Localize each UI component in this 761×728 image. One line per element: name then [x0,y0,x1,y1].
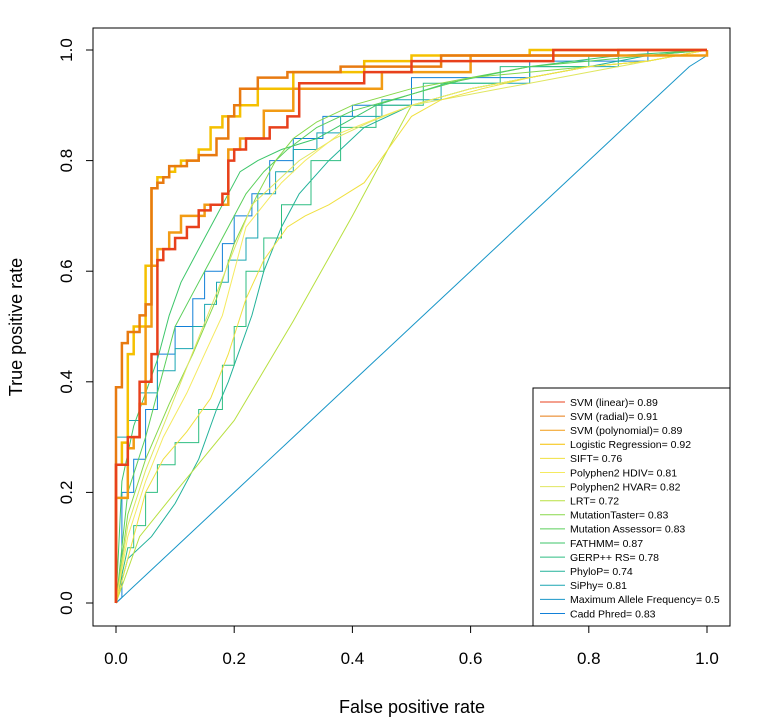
legend-label-14: Maximum Allele Frequency= 0.5 [570,594,720,606]
x-tick-label: 0.8 [577,649,601,668]
legend-box [532,387,731,627]
legend: SVM (linear)= 0.89 SVM (radial)= 0.91 SVM … [532,387,731,627]
legend-label-3: Logistic Regression= 0.92 [570,439,691,451]
series-line-6 [115,49,708,604]
x-axis-title: False positive rate [339,697,485,717]
y-tick-label: 0.0 [57,591,76,615]
series-line-11 [115,50,708,604]
series-line-1 [114,48,707,603]
y-axis-title: True positive rate [6,258,26,396]
y-tick-label: 0.2 [57,481,76,505]
axes-layer: 0.0 0.2 0.4 0.6 0.8 1.0 0.0 0.2 0.4 0.6 0.8 1.0 [57,38,719,668]
y-tick-label: 1.0 [57,38,76,62]
legend-label-0: SVM (linear)= 0.89 [570,397,658,409]
x-tick-label: 0.4 [341,649,365,668]
legend-label-11: GERP++ RS= 0.78 [570,552,659,564]
series-layer [114,48,709,604]
y-tick-label: 0.6 [57,259,76,283]
x-tick-label: 0.6 [459,649,483,668]
series-line-8 [115,49,708,604]
legend-label-15: Cadd Phred= 0.83 [570,608,656,620]
x-tick-label: 0.0 [104,649,128,668]
x-tick-label: 1.0 [695,649,719,668]
series-line-4 [115,49,708,604]
y-tick-label: 0.4 [57,370,76,394]
legend-label-8: MutationTaster= 0.83 [570,510,669,522]
legend-label-4: SIFT= 0.76 [570,453,622,465]
series-line-0 [114,48,707,603]
legend-label-10: FATHMM= 0.87 [570,538,643,550]
y-tick-label: 0.8 [57,149,76,173]
legend-label-2: SVM (polynomial)= 0.89 [570,425,683,437]
legend-label-5: Polyphen2 HDIV= 0.81 [570,467,677,479]
series-line-9 [115,49,708,604]
legend-label-13: SiPhy= 0.81 [570,580,627,592]
series-line-13 [115,50,708,603]
legend-label-6: Polyphen2 HVAR= 0.82 [570,481,681,493]
legend-label-7: LRT= 0.72 [570,496,619,508]
series-line-14 [115,55,708,604]
legend-label-1: SVM (radial)= 0.91 [570,411,658,423]
x-tick-label: 0.2 [222,649,246,668]
series-line-15 [115,49,707,604]
legend-label-9: Mutation Assessor= 0.83 [570,524,685,536]
legend-label-12: PhyloP= 0.74 [570,566,633,578]
